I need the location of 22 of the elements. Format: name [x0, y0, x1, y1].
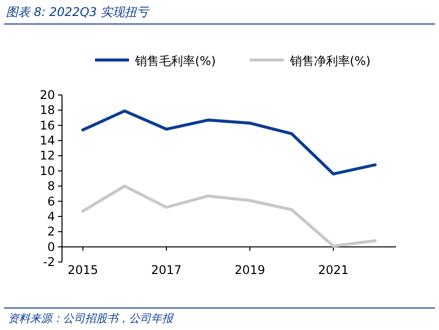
legend-label: 销售净利率(%) [288, 54, 371, 68]
y-tick-label: 18 [40, 103, 55, 118]
y-tick-label: 8 [47, 179, 55, 194]
y-tick-label: 6 [47, 194, 55, 208]
y-tick-label: -2 [43, 255, 55, 269]
y-tick-label: 10 [40, 164, 55, 178]
text: 资料来源：公司招股书，公司年报 [8, 312, 174, 325]
x-tick-label: 2021 [318, 263, 349, 277]
y-tick-label: 14 [40, 134, 55, 148]
chart-title: 图表 8: 2022Q3 实现扭亏 [6, 5, 151, 19]
line-series [81, 184, 377, 248]
y-tick-label: 16 [40, 118, 55, 132]
legend-label: 销售毛利率(%) [134, 54, 216, 68]
y-tick-label: 4 [47, 209, 55, 224]
x-tick-label: 2015 [68, 263, 98, 277]
x-tick-label: 2017 [151, 263, 182, 277]
y-tick-label: 0 [47, 240, 55, 254]
y-tick-label: 2 [47, 224, 55, 239]
y-tick-label: 20 [40, 88, 55, 102]
line-series [81, 109, 377, 176]
y-tick-label: 12 [40, 148, 55, 163]
x-tick-label: 2019 [234, 263, 266, 277]
